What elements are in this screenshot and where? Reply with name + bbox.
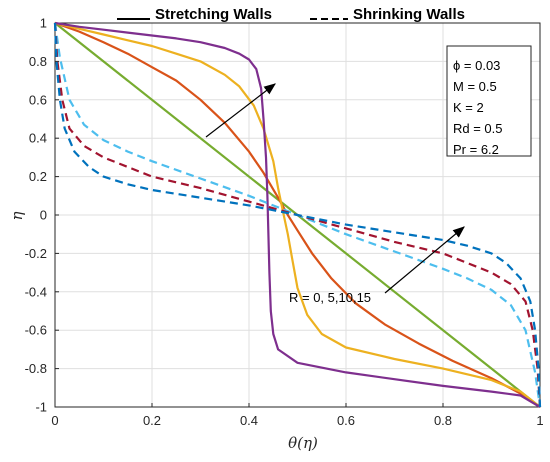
- x-tick-label: 1: [536, 413, 543, 428]
- y-tick-label: 0.6: [29, 92, 47, 107]
- parameter-pr: Pr = 6.2: [453, 142, 499, 157]
- y-tick-label: 0.8: [29, 54, 47, 69]
- y-tick-label: 1: [40, 16, 47, 31]
- series-line-stretching-R15: [54, 21, 541, 408]
- y-tick-label: -0.8: [25, 361, 47, 376]
- y-tick-label: -0.2: [25, 246, 47, 261]
- x-axis-label: θ(η): [288, 434, 318, 452]
- parameter-rd: Rd = 0.5: [453, 121, 503, 136]
- legend-stretching-label: Stretching Walls: [155, 6, 272, 23]
- x-tick-label: 0.4: [240, 413, 258, 428]
- y-tick-label: 0.2: [29, 169, 47, 184]
- x-tick-label: 0.6: [337, 413, 355, 428]
- annotation-r-values: R = 0, 5,10,15: [289, 290, 371, 305]
- y-tick-label: 0: [40, 208, 47, 223]
- x-tick-label: 0.2: [143, 413, 161, 428]
- arrow-stretching-increasing-r: [205, 83, 276, 138]
- y-axis-label: η: [8, 212, 26, 221]
- legend-shrinking-label: Shrinking Walls: [353, 6, 465, 23]
- y-tick-label: -0.4: [25, 284, 47, 299]
- y-tick-label: 0.4: [29, 131, 47, 146]
- x-tick-label: 0.8: [434, 413, 452, 428]
- series-group: [53, 21, 542, 408]
- y-tick-label: -1: [35, 400, 47, 415]
- y-tick-label: -0.6: [25, 323, 47, 338]
- parameter-phi: ϕ = 0.03: [453, 58, 500, 73]
- series-line-stretching-R10: [54, 21, 541, 408]
- series-line-shrinking-shr15: [53, 22, 542, 408]
- axis-ticks: 0 0.2 0.4 0.6 0.8 1 1 0.8 0.6 0.4 0.2 0 -0.2 -0.4 -0.6…: [25, 16, 544, 429]
- arrow-shrinking-increasing-r: [384, 226, 465, 294]
- parameter-k: K = 2: [453, 100, 484, 115]
- parameter-m: M = 0.5: [453, 79, 497, 94]
- x-tick-label: 0: [51, 413, 58, 428]
- parameter-box: [446, 45, 532, 157]
